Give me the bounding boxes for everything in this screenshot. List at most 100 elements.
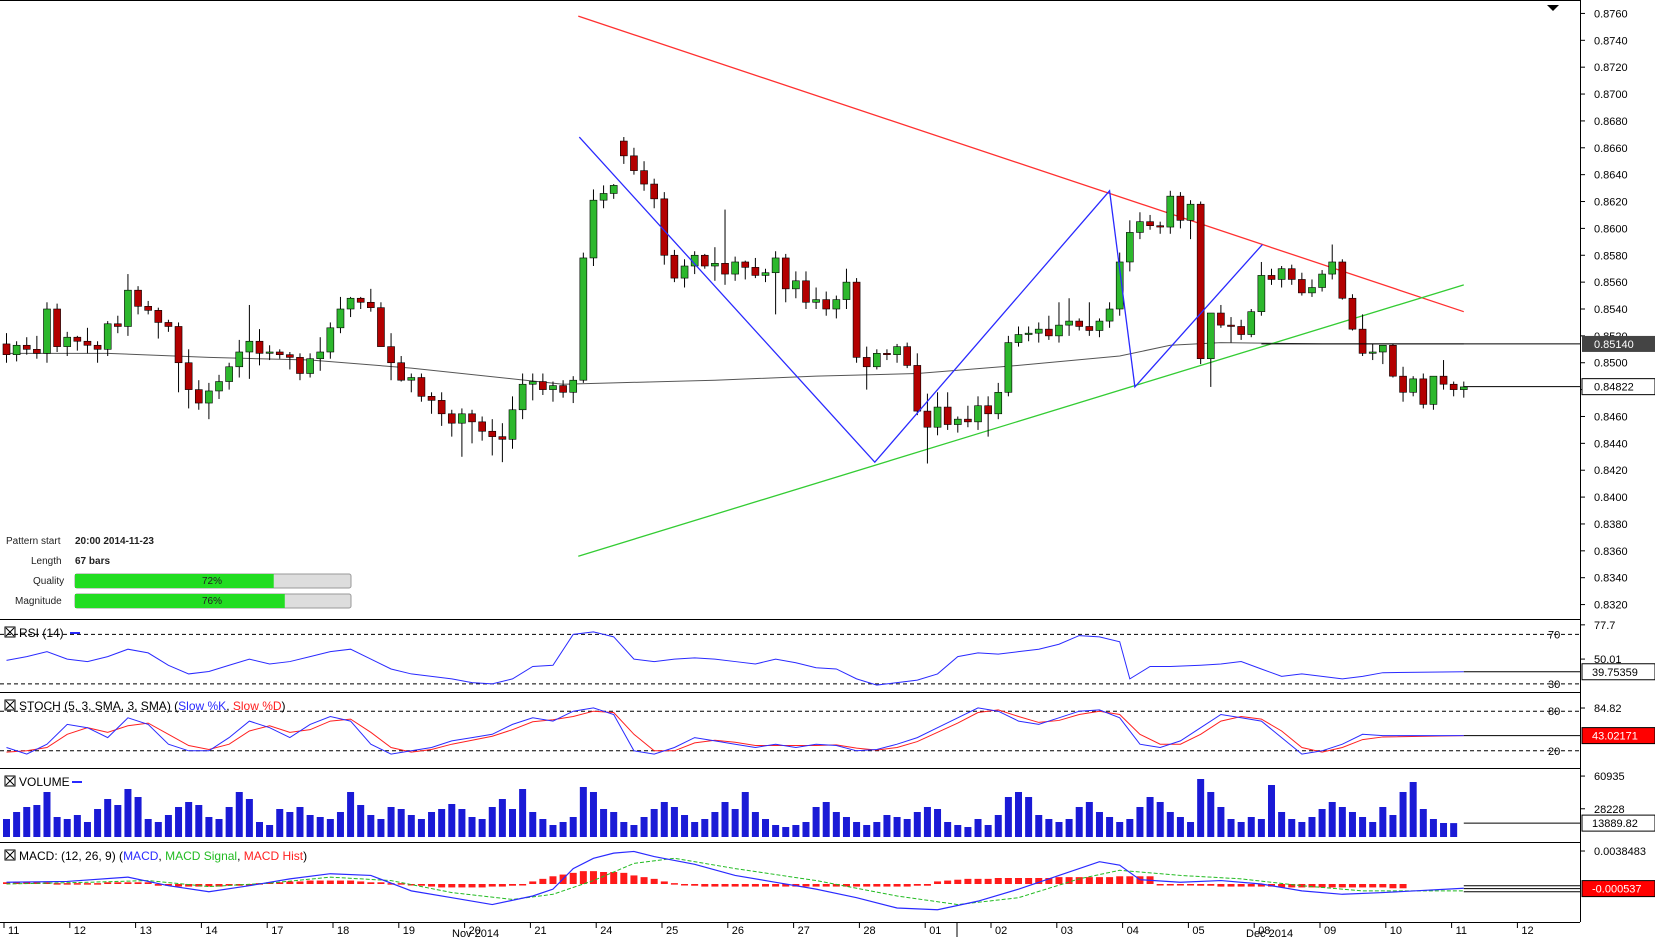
candle-body xyxy=(33,349,40,353)
volume-bar xyxy=(904,819,911,837)
volume-bar xyxy=(630,825,637,837)
rsi-top-axis-label: 77.7 xyxy=(1594,620,1615,632)
price-tick-label: 0.8760 xyxy=(1594,8,1628,20)
candle-body xyxy=(1339,262,1346,298)
candle-body xyxy=(1025,333,1032,334)
volume-bar xyxy=(1359,817,1366,837)
stoch-80-level-label: 80 xyxy=(1548,706,1560,718)
volume-bar xyxy=(732,809,739,837)
volume-bar xyxy=(1116,822,1123,837)
candle-body xyxy=(1460,387,1467,390)
volume-bar xyxy=(236,792,243,837)
volume-bar xyxy=(479,819,486,837)
volume-bar xyxy=(94,809,101,837)
macd-hist-bar xyxy=(347,881,354,884)
candle-body xyxy=(1298,279,1305,292)
candle-body xyxy=(722,263,729,274)
volume-bar xyxy=(1197,779,1204,837)
volume-bar xyxy=(529,812,536,837)
volume-bar xyxy=(873,822,880,837)
candle-body xyxy=(914,365,921,411)
candle-body xyxy=(894,347,901,355)
volume-bar xyxy=(205,817,212,837)
rsi-last-text: 39.75359 xyxy=(1592,667,1638,679)
volume-bar xyxy=(580,787,587,837)
candle-body xyxy=(772,258,779,273)
macd-hist-bar xyxy=(519,884,526,886)
volume-bar xyxy=(1258,819,1265,837)
macd-hist-bar xyxy=(509,884,516,886)
macd-hist-bar xyxy=(1369,884,1376,887)
macd-hist-bar xyxy=(752,884,759,887)
candle-body xyxy=(398,363,405,380)
candle-body xyxy=(681,266,688,278)
candle-body xyxy=(1106,309,1113,321)
volume-bar xyxy=(560,822,567,837)
length-label: Length xyxy=(31,556,62,567)
macd-hist-bar xyxy=(904,884,911,887)
candle-body xyxy=(1076,321,1083,326)
volume-bar xyxy=(448,804,455,837)
candle-body xyxy=(1177,196,1184,220)
volume-bar xyxy=(1308,817,1315,837)
candle-body xyxy=(590,200,597,258)
day-label: 25 xyxy=(666,925,678,937)
volume-bar xyxy=(843,817,850,837)
candle-body xyxy=(327,328,334,352)
price-tick-label: 0.8340 xyxy=(1594,573,1628,585)
candle-body xyxy=(1268,275,1275,279)
macd-hist-bar xyxy=(1096,877,1103,884)
candle-body xyxy=(256,341,263,353)
volume-bar xyxy=(1450,823,1457,837)
volume-bar xyxy=(823,802,830,837)
macd-hist-bar xyxy=(448,884,455,887)
volume-bar xyxy=(924,807,931,837)
day-label: 28 xyxy=(863,925,875,937)
macd-hist-bar xyxy=(954,880,961,884)
volume-bar xyxy=(691,822,698,837)
candle-body xyxy=(1207,313,1214,359)
macd-hist-bar xyxy=(489,884,496,887)
volume-bar xyxy=(1248,817,1255,837)
candle-body xyxy=(1420,379,1427,405)
macd-hist-bar xyxy=(135,882,142,884)
volume-bar xyxy=(509,809,516,837)
candle-body xyxy=(600,193,607,200)
candle-body xyxy=(1096,321,1103,330)
candle-body xyxy=(175,326,182,362)
candle-body xyxy=(1369,352,1376,353)
macd-hist-bar xyxy=(722,884,729,887)
volume-bar xyxy=(135,797,142,837)
volume-bar xyxy=(1076,807,1083,837)
candle-body xyxy=(489,431,496,436)
candle-body xyxy=(428,396,435,400)
volume-bar xyxy=(802,822,809,837)
volume-bar xyxy=(246,799,253,837)
candle-body xyxy=(1035,329,1042,333)
candle-body xyxy=(944,407,951,424)
volume-bar xyxy=(398,809,405,837)
candle-body xyxy=(124,290,131,326)
candle-body xyxy=(388,347,395,363)
candle-body xyxy=(226,367,233,382)
macd-hist-bar xyxy=(1389,884,1396,888)
price-tick-label: 0.8360 xyxy=(1594,546,1628,558)
candle-body xyxy=(873,353,880,366)
candle-body xyxy=(418,378,425,397)
candle-body xyxy=(1430,376,1437,404)
candle-body xyxy=(975,406,982,422)
candle-body xyxy=(135,290,142,306)
macd-hist-bar xyxy=(732,884,739,887)
day-label: 21 xyxy=(534,925,546,937)
volume-bar xyxy=(1035,815,1042,837)
candle-body xyxy=(843,282,850,299)
candle-body xyxy=(782,258,789,289)
macd-hist-bar xyxy=(1339,884,1346,887)
day-label: 05 xyxy=(1192,925,1204,937)
macd-hist-bar xyxy=(1238,884,1245,887)
volume-bar xyxy=(307,815,314,837)
candle-body xyxy=(762,273,769,276)
macd-hist-bar xyxy=(570,873,577,884)
macd-hist-bar xyxy=(1116,876,1123,884)
macd-hist-bar xyxy=(418,884,425,886)
